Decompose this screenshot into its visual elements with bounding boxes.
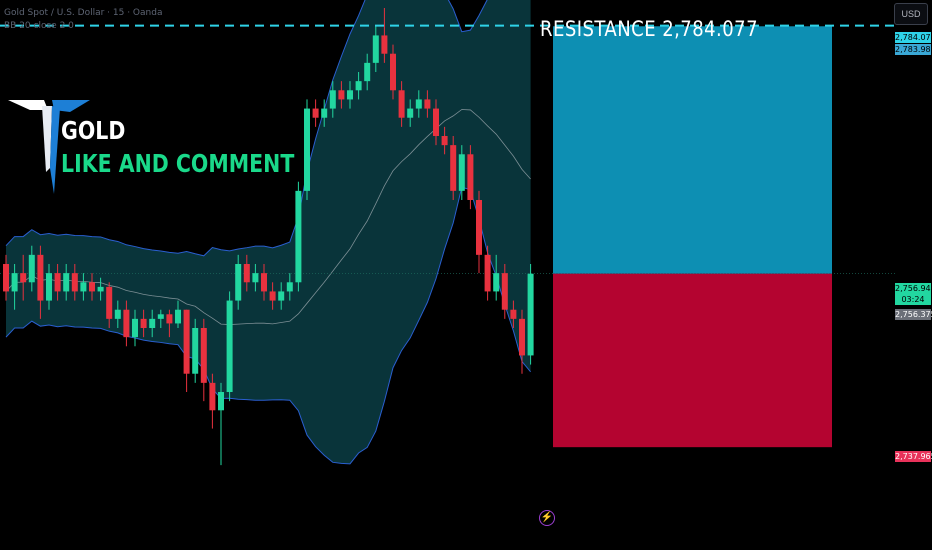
candle-body — [415, 99, 422, 109]
candle-body — [261, 273, 267, 292]
candle-body — [123, 309, 130, 338]
candle-body — [458, 154, 465, 191]
brand-logo-icon — [8, 100, 90, 194]
candle-body — [304, 108, 310, 191]
candle-body — [209, 382, 216, 411]
candle-body — [235, 264, 242, 301]
target-zone — [553, 26, 832, 274]
candle-body — [106, 286, 113, 319]
candle-body — [321, 108, 328, 118]
chart-header-symbol: Gold Spot / U.S. Dollar · 15 · Oanda — [4, 8, 163, 18]
candle-body — [467, 154, 474, 200]
candle-body — [295, 190, 302, 283]
candle-body — [175, 309, 181, 324]
candle-body — [20, 273, 27, 283]
candle-body — [286, 282, 293, 292]
promo-caption: LIKE AND COMMENT — [61, 149, 295, 178]
candle-body — [329, 90, 336, 109]
candle-body — [37, 254, 44, 301]
candle-body — [3, 264, 9, 292]
candle-body — [28, 254, 35, 283]
candle-body — [441, 136, 448, 146]
candle-body — [398, 90, 405, 118]
candle-body — [252, 273, 259, 283]
candle-body — [71, 273, 78, 292]
candle-body — [501, 273, 508, 310]
candle-body — [63, 273, 70, 292]
candle-body — [381, 35, 388, 54]
bar-countdown-tag: 03:24 — [895, 294, 931, 305]
bollinger-upper-line — [5, 0, 488, 257]
candle-body — [114, 309, 121, 319]
candle-body — [519, 318, 525, 356]
stop-zone — [553, 273, 832, 448]
candle-body — [450, 145, 457, 191]
candle-body — [433, 108, 439, 136]
candle-body — [226, 300, 233, 392]
resistance-price-tag: 2,784.077 — [895, 32, 932, 43]
chart-header-indicator: BB 20 close 2 0 — [4, 21, 74, 31]
candle-body — [312, 108, 319, 118]
resistance-label: RESISTANCE 2,784.077 — [540, 17, 758, 41]
candle-body — [54, 273, 61, 292]
candle-body — [364, 62, 371, 82]
candle-body — [97, 286, 104, 292]
currency-button[interactable]: USD — [894, 3, 928, 25]
candle-body — [218, 392, 224, 411]
candle-body — [510, 309, 517, 319]
candle-body — [200, 328, 207, 383]
candle-body — [132, 318, 138, 338]
candle-body — [80, 282, 87, 292]
candle-body — [424, 99, 431, 109]
candle-body — [269, 291, 276, 301]
target-price-tag: 2,783.989 — [895, 44, 932, 55]
symbol-title: GOLD — [61, 116, 126, 145]
candle-body — [347, 90, 353, 100]
candle-body — [527, 273, 534, 356]
bollinger-band-fill — [6, 0, 531, 464]
candle-body — [166, 314, 173, 324]
candle-body — [183, 309, 190, 374]
candle-body — [484, 254, 491, 292]
last-price-tag: 2,756.940 — [895, 283, 932, 294]
candle-body — [355, 81, 362, 91]
candle-body — [338, 90, 345, 100]
candle-body — [243, 264, 250, 283]
candle-body — [157, 314, 164, 319]
candle-body — [192, 328, 199, 374]
candle-body — [140, 318, 147, 328]
candle-body — [11, 273, 18, 292]
candle-body — [407, 108, 414, 118]
candle-body — [149, 318, 156, 328]
bollinger-lower-line — [5, 186, 531, 465]
candle-body — [476, 200, 482, 255]
candle-body — [46, 273, 52, 301]
lightning-event-icon[interactable]: ⚡ — [539, 510, 555, 526]
stop-price-tag: 2,737.965 — [895, 451, 932, 462]
candle-body — [372, 35, 379, 63]
candle-body — [89, 282, 95, 292]
candle-body — [493, 273, 500, 292]
entry-price-tag: 2,756.375 — [895, 309, 932, 320]
candle-body — [390, 53, 396, 91]
candle-body — [278, 291, 285, 301]
